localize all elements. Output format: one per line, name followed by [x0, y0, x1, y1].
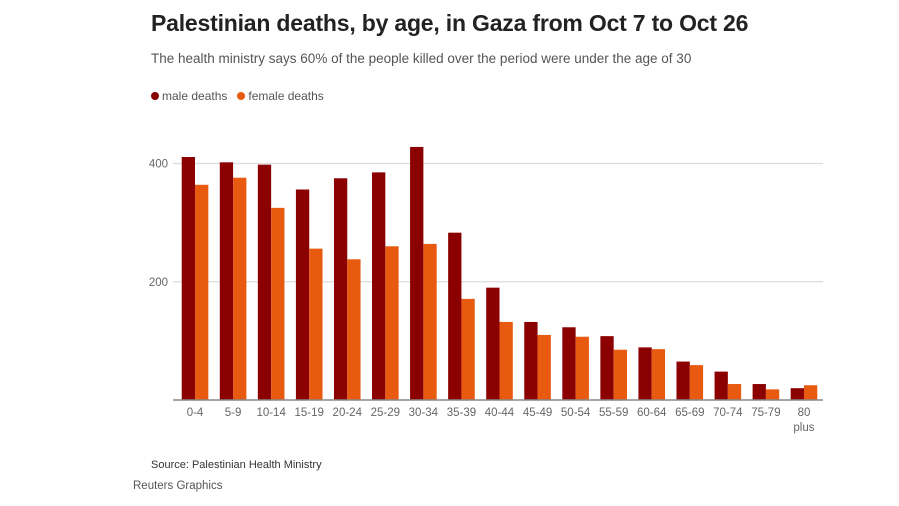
bar-male-75-79	[752, 384, 766, 400]
y-tick-label-400: 400	[149, 159, 168, 171]
bar-male-20-24	[333, 178, 348, 400]
x-tick-label-65-69: 65-69	[675, 407, 704, 419]
bar-female-10-14	[271, 207, 285, 400]
bar-female-30-34	[423, 243, 437, 400]
bar-female-25-29	[385, 246, 399, 400]
x-tick-label-5-9: 5-9	[225, 407, 242, 419]
bar-female-35-39	[461, 298, 475, 400]
bar-male-55-59	[600, 336, 614, 400]
chart-legend: male deaths female deaths	[151, 89, 324, 103]
bar-female-65-69	[689, 365, 704, 400]
bar-male-40-44	[486, 287, 500, 400]
bar-male-5-9	[219, 162, 234, 400]
source-note: Source: Palestinian Health Ministry	[151, 459, 322, 471]
x-tick-label-80-plus: 80 plus	[793, 407, 814, 434]
legend-swatch-male	[151, 92, 159, 100]
bar-female-20-24	[347, 259, 361, 400]
legend-swatch-female	[237, 92, 246, 100]
bar-male-25-29	[372, 172, 386, 400]
x-tick-label-15-19: 15-19	[294, 407, 323, 419]
bar-female-15-19	[309, 248, 323, 400]
legend-label-female: female deaths	[248, 89, 324, 103]
bar-male-60-64	[638, 347, 652, 400]
bar-female-45-49	[537, 334, 551, 400]
x-tick-label-50-54: 50-54	[561, 407, 591, 419]
bar-male-15-19	[295, 189, 310, 400]
bar-female-80-plus	[803, 385, 818, 400]
legend-label-male: male deaths	[162, 89, 228, 103]
x-tick-label-70-74: 70-74	[713, 407, 743, 419]
y-tick-label-200: 200	[149, 277, 168, 289]
bar-male-0-4	[181, 157, 196, 400]
chart-subtitle: The health ministry says 60% of the peop…	[151, 51, 692, 66]
x-tick-label-60-64: 60-64	[637, 407, 667, 419]
chart-title: Palestinian deaths, by age, in Gaza from…	[151, 10, 749, 36]
bar-male-50-54	[562, 327, 576, 400]
bar-female-40-44	[499, 321, 513, 400]
x-tick-label-40-44: 40-44	[485, 407, 515, 419]
bar-male-45-49	[524, 321, 538, 400]
bar-male-35-39	[448, 232, 462, 400]
bar-female-70-74	[727, 384, 742, 400]
x-tick-label-75-79: 75-79	[751, 407, 780, 419]
x-tick-label-45-49: 45-49	[523, 407, 552, 419]
bar-male-10-14	[257, 164, 272, 400]
x-tick-label-35-39: 35-39	[447, 407, 476, 419]
credit-note: Reuters Graphics	[133, 480, 223, 492]
x-tick-label-30-34: 30-34	[409, 407, 439, 419]
bar-female-50-54	[575, 336, 589, 400]
bar-female-75-79	[765, 389, 780, 400]
bar-female-5-9	[233, 177, 247, 400]
legend-item-female: female deaths	[237, 89, 324, 103]
x-tick-label-10-14: 10-14	[256, 407, 286, 419]
x-tick-label-55-59: 55-59	[599, 407, 628, 419]
bar-male-80-plus	[790, 388, 804, 400]
bar-female-60-64	[651, 349, 666, 400]
legend-item-male: male deaths	[151, 89, 227, 103]
x-tick-label-25-29: 25-29	[371, 407, 400, 419]
bar-male-70-74	[714, 371, 728, 400]
x-tick-label-20-24: 20-24	[333, 407, 363, 419]
bar-male-65-69	[676, 361, 690, 400]
bar-female-0-4	[195, 184, 209, 400]
bar-male-30-34	[410, 146, 424, 400]
x-tick-label-0-4: 0-4	[187, 407, 204, 419]
bar-female-55-59	[613, 349, 627, 400]
